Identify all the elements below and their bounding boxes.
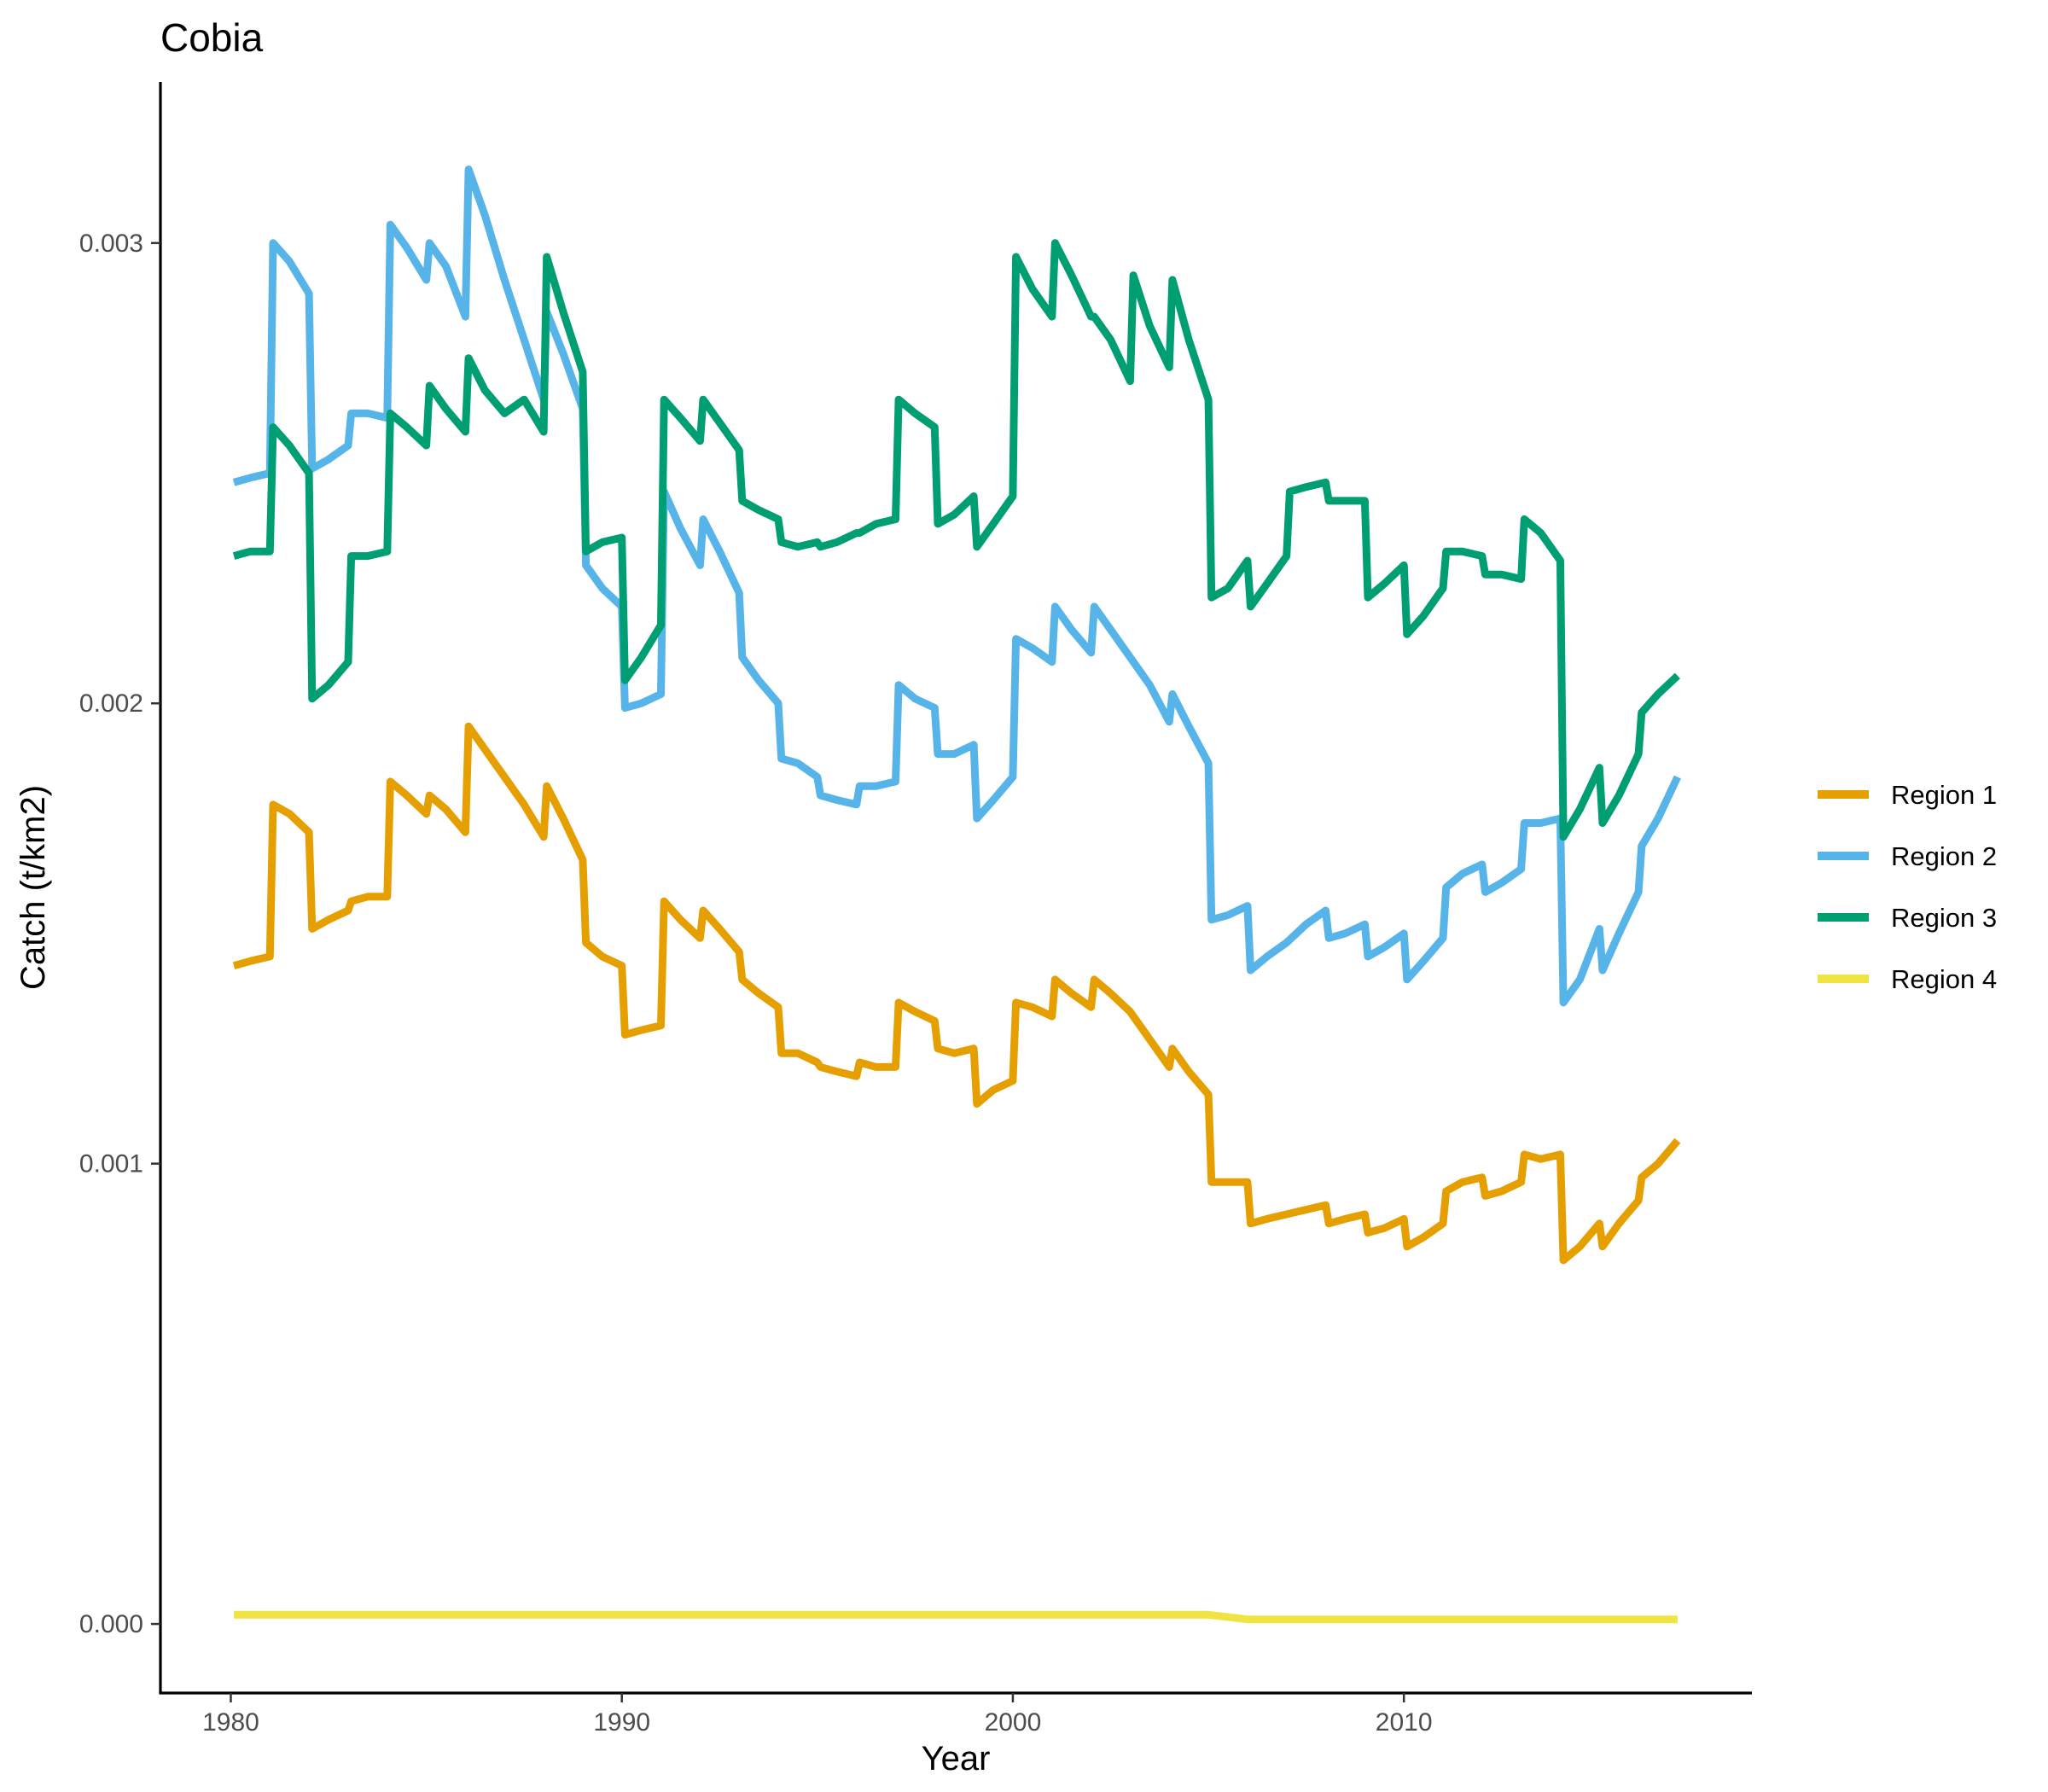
- y-axis-ticks: 0.000 0.001 0.002 0.003: [79, 230, 160, 1638]
- chart-title: Cobia: [160, 15, 264, 60]
- legend-label-region-2: Region 2: [1891, 841, 1997, 871]
- series-line-region-4: [234, 1610, 1678, 1624]
- y-tick-label: 0.000: [79, 1610, 143, 1638]
- y-tick-label: 0.001: [79, 1150, 143, 1178]
- legend-label-region-4: Region 4: [1891, 964, 1997, 994]
- series-line-region-1: [232, 722, 1681, 1265]
- legend: Region 1 Region 2 Region 3 Region 4: [1818, 780, 1997, 994]
- x-tick-label: 1980: [202, 1708, 259, 1737]
- series-group: [232, 166, 1681, 1624]
- x-tick-label: 2000: [985, 1708, 1042, 1737]
- x-axis-ticks: 1980 1990 2000 2010: [202, 1693, 1433, 1737]
- series-line-region-2: [232, 166, 1681, 1007]
- y-tick-label: 0.003: [79, 230, 143, 258]
- x-tick-label: 2010: [1376, 1708, 1433, 1737]
- legend-label-region-3: Region 3: [1891, 903, 1997, 933]
- x-axis-title: Year: [922, 1740, 991, 1777]
- legend-label-region-1: Region 1: [1891, 780, 1997, 810]
- x-tick-label: 1990: [593, 1708, 650, 1737]
- y-axis-title: Catch (t/km2): [15, 785, 52, 990]
- series-line-region-3: [232, 239, 1680, 841]
- y-tick-label: 0.002: [79, 689, 143, 718]
